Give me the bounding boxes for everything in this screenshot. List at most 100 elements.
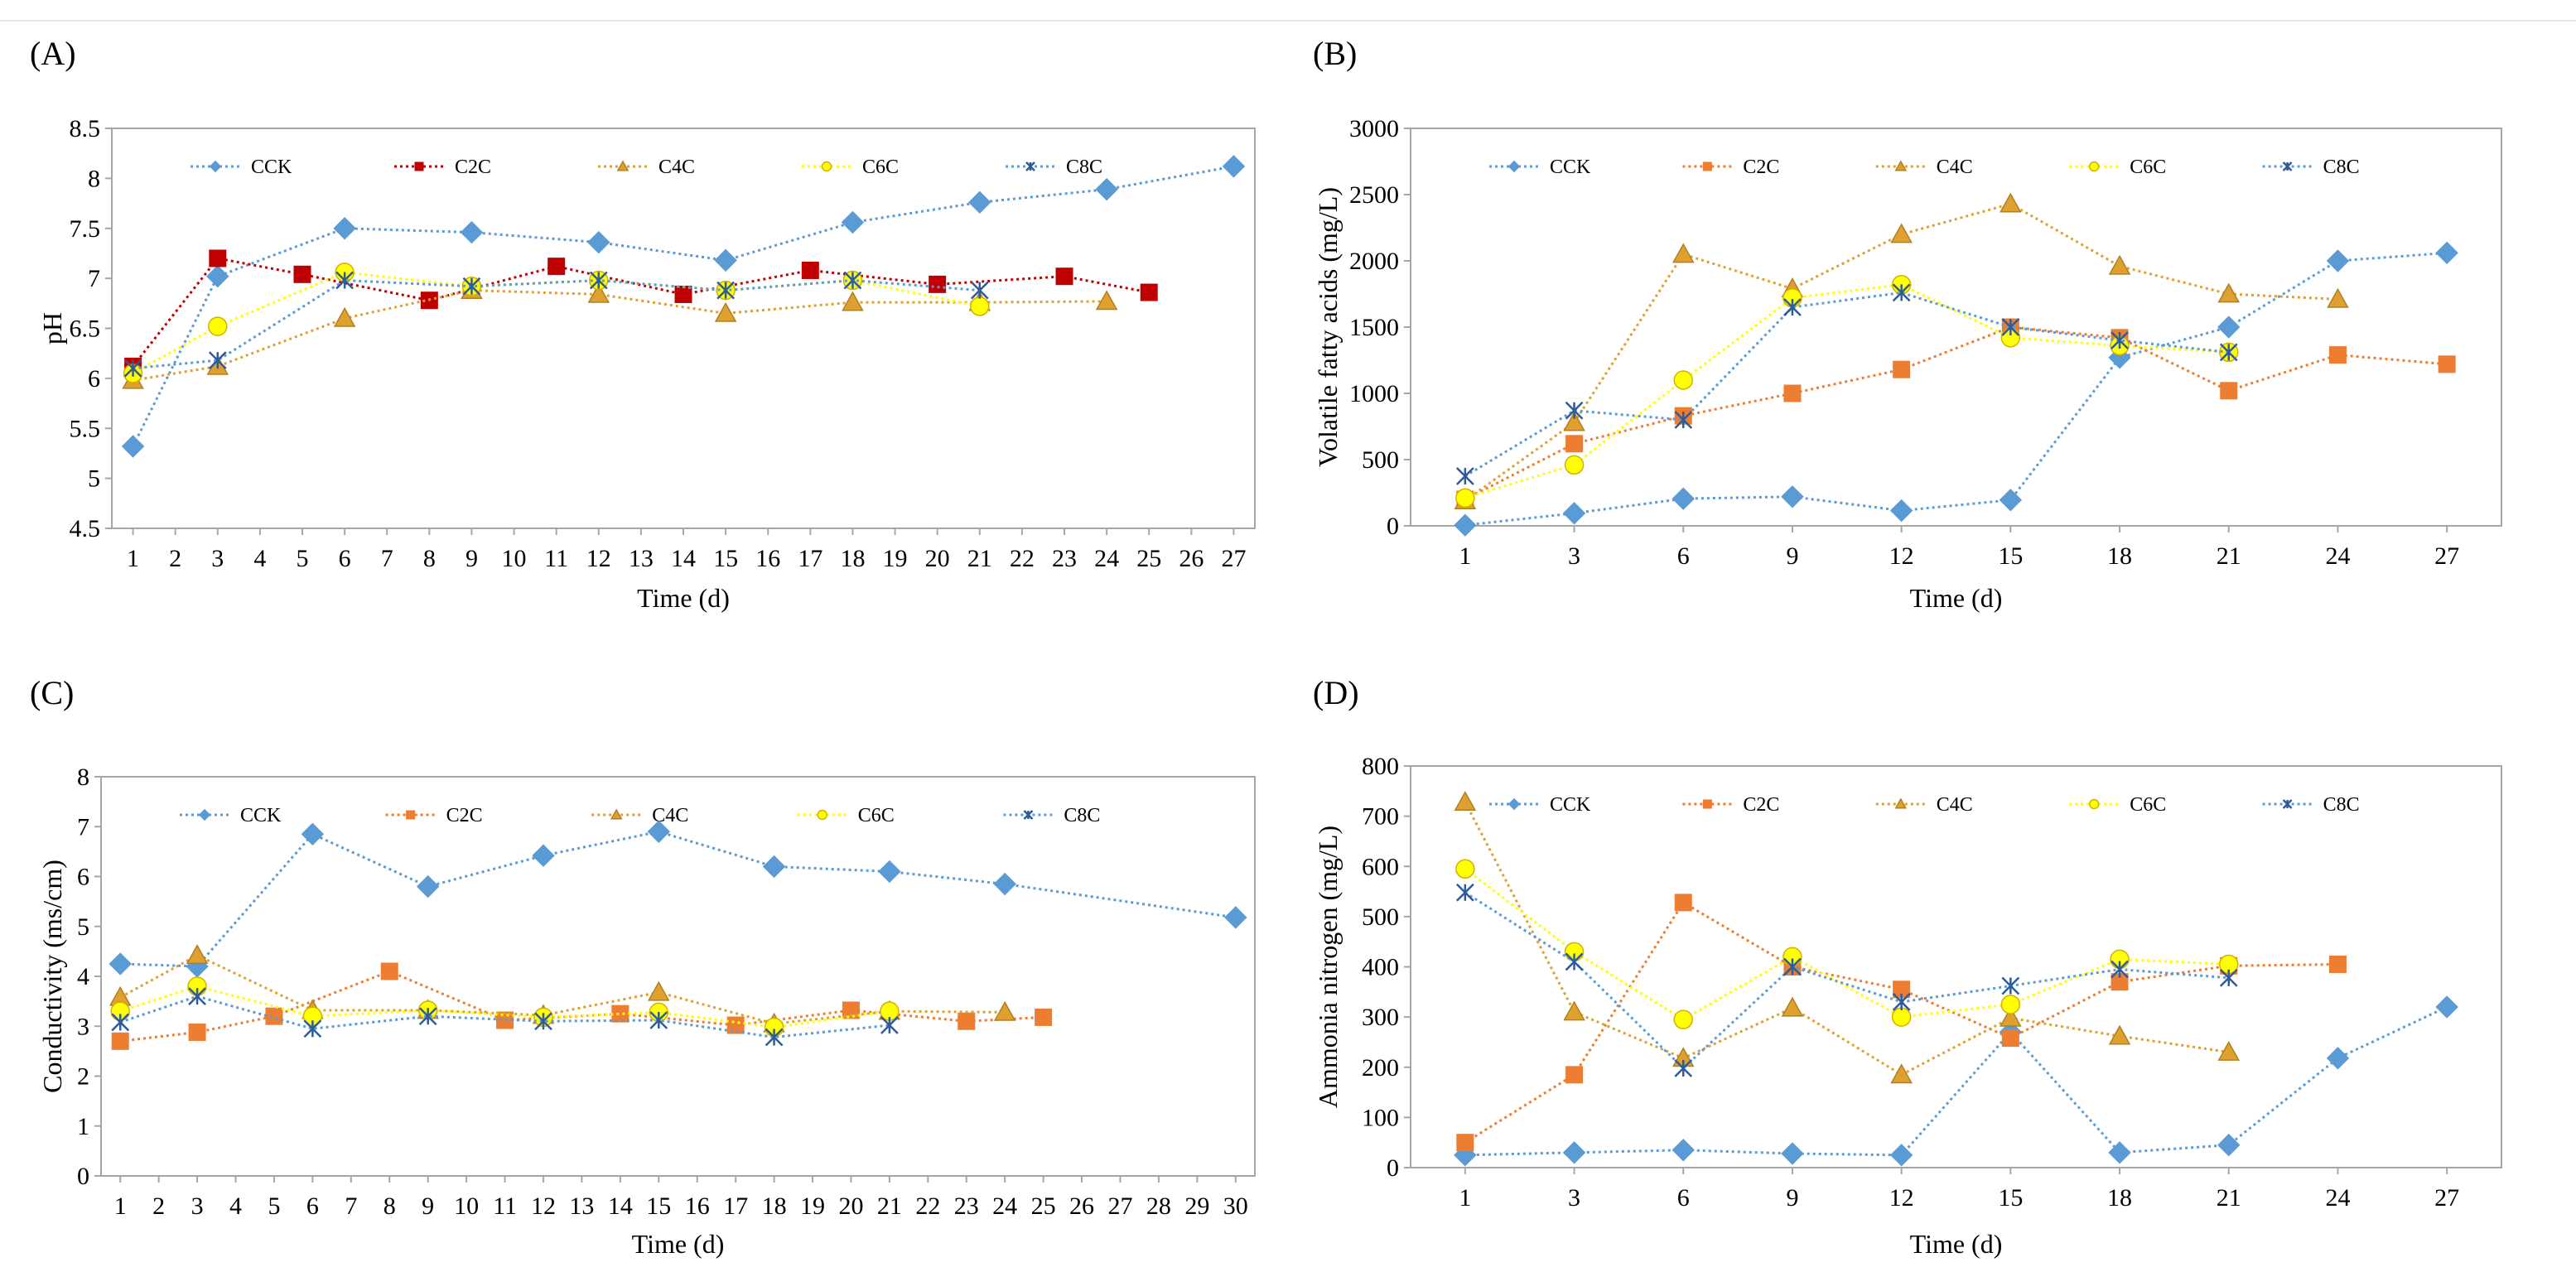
data-point-c4c	[648, 980, 670, 1001]
x-tick-label: 6	[339, 545, 351, 572]
x-tick-label: 30	[1223, 1192, 1248, 1220]
y-tick-label: 8	[77, 764, 89, 791]
panel-d: (D) 0 100 200 300 400 500 600 700 800 1 3 6 9 12 15 18 21…	[1313, 674, 2502, 1259]
y-tick-label: 6	[88, 365, 100, 393]
data-point-c6c	[208, 316, 228, 336]
x-tick-label: 8	[384, 1192, 396, 1220]
x-axis-title: Time (d)	[1910, 583, 2003, 613]
data-point-c2c	[548, 258, 566, 276]
y-tick-label: 400	[1362, 954, 1399, 981]
data-point-cck	[968, 190, 991, 214]
data-point-cck	[1672, 487, 1695, 510]
y-tick-label: 4.5	[70, 515, 101, 542]
data-point-c8c	[208, 351, 227, 370]
y-tick-label: 500	[1362, 903, 1399, 931]
data-point-c4c	[2108, 1024, 2131, 1045]
x-tick-label: 26	[1069, 1192, 1094, 1220]
x-tick-label: 1	[1459, 542, 1471, 570]
data-point-c8c	[843, 271, 862, 290]
x-tick-label: 11	[493, 1192, 517, 1220]
data-point-c4c	[333, 306, 356, 327]
data-point-c8c	[335, 271, 354, 290]
x-tick-label: 24	[2325, 1184, 2350, 1212]
x-axis-title: Time (d)	[637, 583, 730, 613]
data-point-cck	[1224, 906, 1247, 929]
x-tick-label: 18	[762, 1192, 787, 1220]
data-point-c2c	[1055, 267, 1073, 286]
data-point-c2c	[958, 1012, 976, 1030]
x-tick-label: 3	[1568, 1184, 1580, 1212]
data-point-c8c	[303, 1019, 322, 1038]
data-point-c8c	[418, 1007, 437, 1026]
series-line-cck	[1464, 251, 2448, 527]
data-point-c4c	[1563, 411, 1585, 431]
y-tick-label: 7	[88, 265, 100, 292]
legend-marker	[1702, 799, 1712, 809]
panel-label: (B)	[1313, 35, 1357, 72]
y-tick-label: 2500	[1349, 181, 1399, 209]
x-tick-label: 13	[629, 545, 654, 572]
legend-marker	[209, 160, 222, 173]
data-point-c2c	[801, 261, 819, 279]
y-tick-label: 5	[77, 913, 89, 941]
x-tick-label: 21	[877, 1192, 902, 1220]
top-divider	[0, 20, 2576, 22]
legend-label: C2C	[446, 805, 483, 826]
y-axis-title: pH	[37, 312, 67, 344]
data-point-c4c	[2000, 192, 2022, 213]
plot-frame	[100, 776, 1256, 1177]
x-tick-label: 20	[838, 1192, 863, 1220]
data-point-c8c	[1565, 952, 1584, 971]
data-point-c2c	[293, 265, 311, 283]
y-tick-label: 500	[1362, 446, 1399, 474]
legend-marker	[198, 808, 211, 821]
data-point-c2c	[2001, 1029, 2019, 1048]
data-point-c8c	[1892, 283, 1911, 302]
x-tick-label: 17	[798, 545, 822, 572]
data-point-c8c	[2219, 343, 2238, 362]
legend-label: C8C	[1064, 805, 1100, 826]
series-line-c8c	[119, 995, 890, 1039]
data-point-c2c	[2438, 355, 2456, 373]
data-point-c4c	[2327, 287, 2349, 308]
data-point-c8c	[765, 1028, 784, 1047]
legend-label: CCK	[1550, 794, 1591, 816]
data-point-c2c	[2328, 346, 2347, 364]
series-line-c4c	[1464, 202, 2338, 502]
data-point-c2c	[380, 962, 398, 980]
y-tick-label: 0	[77, 1163, 89, 1190]
x-tick-label: 27	[1107, 1192, 1132, 1220]
y-axis-title: Ammonia nitrogen (mg/L)	[1313, 826, 1343, 1108]
series-line-c8c	[1464, 891, 2229, 1071]
data-point-cck	[1562, 502, 1586, 525]
x-tick-label: 6	[1677, 1184, 1690, 1212]
data-point-cck	[2326, 1047, 2350, 1070]
x-tick-label: 19	[800, 1192, 825, 1220]
data-point-c2c	[842, 1001, 860, 1019]
data-point-c2c	[1783, 384, 1802, 402]
data-point-c8c	[2001, 976, 2020, 995]
series-line-c4c	[119, 954, 1006, 1025]
data-point-c8c	[2001, 318, 2020, 336]
x-tick-label: 15	[646, 1192, 671, 1220]
x-tick-label: 18	[2107, 542, 2132, 570]
x-tick-label: 7	[381, 545, 393, 572]
x-axis-title: Time (d)	[1910, 1229, 2003, 1259]
x-tick-label: 5	[297, 545, 309, 572]
x-tick-label: 9	[1786, 542, 1798, 570]
x-axis-title: Time (d)	[632, 1229, 725, 1259]
y-tick-label: 3000	[1349, 115, 1399, 142]
x-tick-label: 27	[1221, 545, 1246, 572]
y-tick-label: 4	[77, 963, 89, 990]
x-tick-label: 14	[671, 545, 696, 572]
series-line-c2c	[120, 970, 1044, 1043]
x-tick-label: 12	[1889, 1184, 1914, 1212]
data-point-cck	[587, 230, 610, 254]
data-point-cck	[2435, 995, 2458, 1019]
legend-marker	[2088, 161, 2100, 172]
data-point-c8c	[462, 277, 481, 296]
y-tick-label: 2000	[1349, 248, 1399, 275]
x-tick-label: 1	[127, 545, 139, 572]
data-point-c8c	[2110, 331, 2129, 349]
